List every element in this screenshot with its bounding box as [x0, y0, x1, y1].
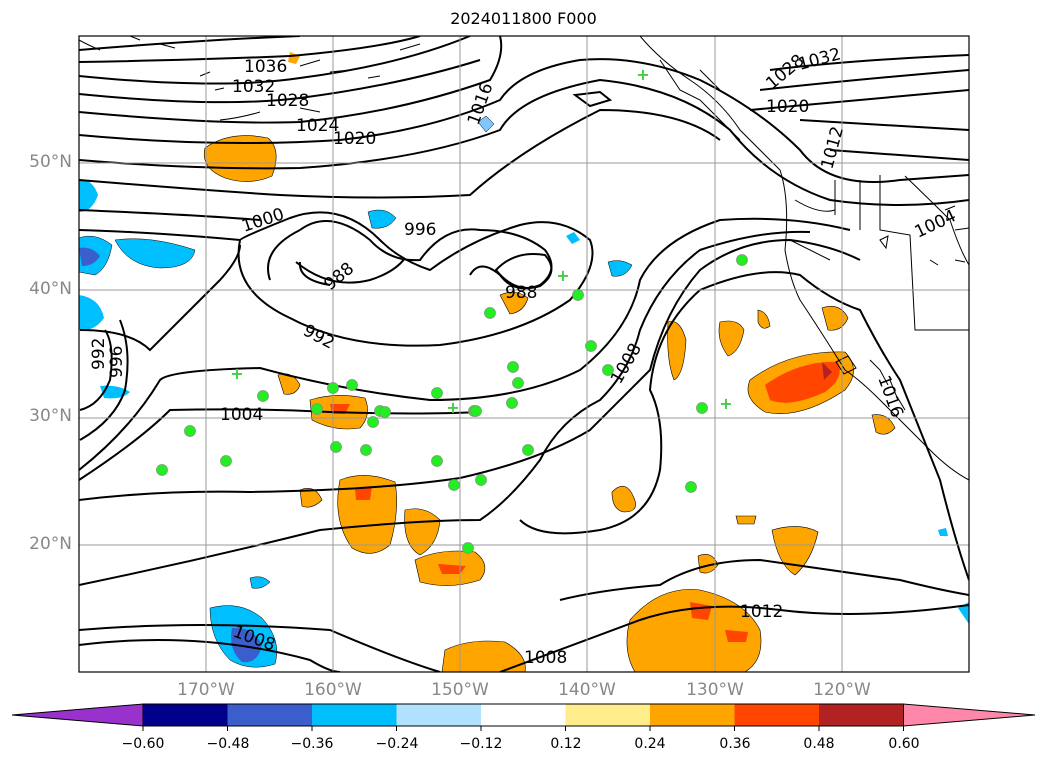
- contour-label: 996: [107, 346, 127, 378]
- colorbar-segment: [227, 704, 313, 726]
- observation-circle-marker: [696, 402, 708, 414]
- observation-circle-marker: [220, 455, 232, 467]
- colorbar-segment: [734, 704, 820, 726]
- observation-circle-marker: [602, 364, 614, 376]
- contour-label: 1028: [266, 91, 309, 111]
- colorbar: [11, 703, 1036, 731]
- observation-circle-marker: [346, 379, 358, 391]
- colorbar-tick-label: −0.24: [375, 736, 419, 752]
- observation-circle-marker: [470, 405, 482, 417]
- observation-cross-marker: +: [446, 398, 459, 417]
- colorbar-tick-label: 0.12: [550, 736, 582, 752]
- contour-label: 1032: [232, 77, 275, 97]
- observation-circle-marker: [184, 425, 196, 437]
- lat-label: 40°N: [29, 279, 72, 299]
- lon-label: 170°W: [177, 680, 235, 700]
- observation-circle-marker: [330, 441, 342, 453]
- observation-circle-marker: [585, 340, 597, 352]
- contour-label: 1004: [220, 405, 263, 425]
- observation-circle-marker: [506, 397, 518, 409]
- colorbar-tick-label: −0.60: [121, 736, 165, 752]
- colorbar-segment: [396, 704, 482, 726]
- colorbar-tick-label: −0.48: [206, 736, 250, 752]
- contour-label: 1008: [524, 648, 567, 668]
- colorbar-segment: [312, 704, 397, 726]
- colorbar-segment: [481, 704, 566, 726]
- observation-circle-marker: [522, 444, 534, 456]
- observation-cross-marker: +: [556, 266, 569, 285]
- lat-label: 20°N: [29, 534, 72, 554]
- negative-anomaly-shading: [79, 115, 969, 668]
- lat-label: 30°N: [29, 406, 72, 426]
- contour-label: 996: [404, 220, 436, 240]
- colorbar-tick-label: −0.12: [459, 736, 503, 752]
- observation-markers: + + + + +: [156, 65, 748, 554]
- observation-circle-marker: [512, 377, 524, 389]
- lat-lon-grid: [79, 36, 969, 672]
- observation-circle-marker: [311, 403, 323, 415]
- observation-cross-marker: +: [230, 364, 243, 383]
- observation-circle-marker: [156, 464, 168, 476]
- observation-circle-marker: [327, 382, 339, 394]
- colorbar-tick-label: 0.48: [803, 736, 835, 752]
- observation-circle-marker: [685, 481, 697, 493]
- lon-label: 160°W: [304, 680, 362, 700]
- lon-label: 140°W: [558, 680, 616, 700]
- contour-label: 992: [89, 338, 109, 370]
- colorbar-segment: [143, 704, 228, 726]
- observation-cross-marker: +: [636, 65, 649, 84]
- lat-label: 50°N: [29, 152, 72, 172]
- contour-label: 1024: [296, 116, 339, 136]
- coastlines: [79, 36, 969, 481]
- contour-label: 1020: [766, 97, 809, 117]
- observation-circle-marker: [257, 390, 269, 402]
- colorbar-segment: [819, 704, 904, 726]
- colorbar-tick-label: 0.60: [888, 736, 920, 752]
- observation-circle-marker: [507, 361, 519, 373]
- colorbar-segment: [650, 704, 735, 726]
- observation-circle-marker: [448, 479, 460, 491]
- positive-anomaly-shading: [203, 52, 896, 672]
- observation-circle-marker: [431, 455, 443, 467]
- contour-label: 1020: [333, 129, 376, 149]
- observation-circle-marker: [475, 474, 487, 486]
- colorbar-segment: [565, 704, 651, 726]
- observation-circle-marker: [367, 416, 379, 428]
- lon-label: 150°W: [431, 680, 489, 700]
- colorbar-tick-label: 0.36: [719, 736, 751, 752]
- observation-cross-marker: +: [719, 394, 732, 413]
- lon-label: 130°W: [686, 680, 744, 700]
- observation-circle-marker: [572, 289, 584, 301]
- colorbar-extend-high: [903, 703, 1036, 727]
- contour-label: 1036: [244, 57, 287, 77]
- colorbar-outline: [142, 703, 904, 727]
- contour-label: 988: [505, 283, 537, 303]
- observation-circle-marker: [462, 542, 474, 554]
- observation-circle-marker: [431, 387, 443, 399]
- observation-circle-marker: [360, 444, 372, 456]
- pressure-contours: [79, 36, 969, 672]
- map-frame: [78, 35, 970, 673]
- contour-label: 1012: [740, 602, 783, 622]
- colorbar-tick-label: −0.36: [290, 736, 334, 752]
- observation-circle-marker: [484, 307, 496, 319]
- map-title: 2024011800 F000: [450, 9, 597, 28]
- lon-label: 120°W: [813, 680, 871, 700]
- observation-circle-marker: [379, 406, 391, 418]
- colorbar-extend-low: [11, 703, 144, 727]
- colorbar-tick-label: 0.24: [634, 736, 666, 752]
- observation-circle-marker: [736, 254, 748, 266]
